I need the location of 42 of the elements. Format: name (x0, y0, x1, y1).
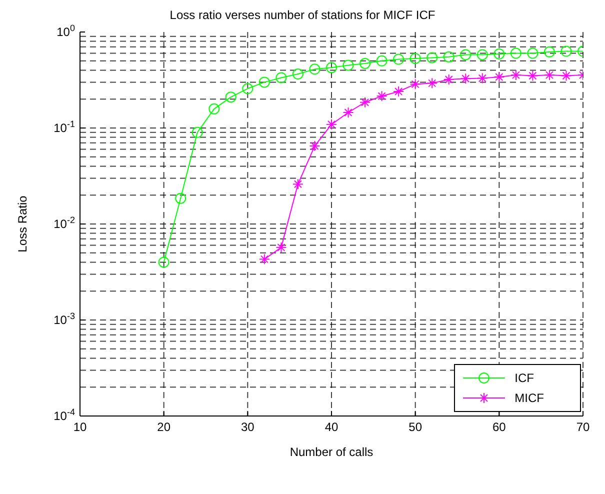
point (208, 103, 220, 114)
point (560, 46, 572, 57)
x-tick-label: 70 (576, 420, 590, 434)
x-tick-label: 50 (408, 420, 422, 434)
point (342, 60, 354, 71)
point (276, 72, 287, 84)
x-tick-label: 10 (73, 420, 87, 434)
x-tick-label: 30 (240, 420, 255, 434)
point (460, 49, 472, 60)
point (242, 83, 254, 94)
x-axis-title: Number of calls (290, 445, 374, 459)
point (476, 49, 488, 60)
y-tick-label: 10$^{-4}$ (54, 407, 75, 423)
chart-title: Loss ratio verses number of stations for MICF ICF (168, 8, 436, 22)
point (494, 48, 505, 60)
legend-label: MICF (514, 391, 544, 405)
point (158, 256, 170, 268)
point (360, 58, 371, 69)
point (192, 126, 203, 138)
y-axis-title: Loss Ratio (15, 195, 30, 252)
y-tick-label: 10$^{-2}$ (54, 215, 75, 231)
x-tick-label: 60 (492, 420, 506, 434)
point (443, 51, 454, 62)
point (175, 192, 186, 204)
point (258, 76, 270, 88)
legend-label: ICF (514, 371, 534, 385)
point (376, 55, 388, 66)
point (393, 54, 404, 65)
point (426, 52, 438, 64)
point (410, 52, 421, 64)
point (309, 64, 320, 75)
y-tick-label: 10$^{-1}$ (54, 119, 75, 135)
point (225, 92, 236, 103)
y-tick-label: 10$^{0}$ (56, 23, 75, 39)
y-tick-label: 10$^{-3}$ (54, 311, 75, 327)
x-tick-label: 40 (324, 420, 338, 434)
point (544, 46, 555, 58)
point (326, 62, 337, 74)
x-tick-label: 20 (157, 420, 171, 434)
point (510, 48, 522, 59)
point (292, 68, 304, 80)
point (527, 48, 538, 59)
